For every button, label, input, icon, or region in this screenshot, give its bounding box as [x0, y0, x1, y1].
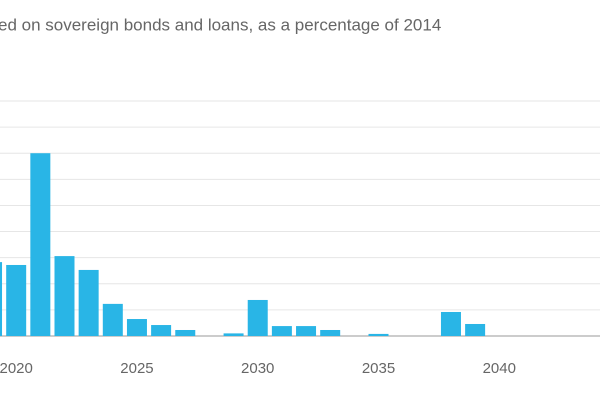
bar	[247, 299, 268, 336]
bar	[0, 262, 3, 336]
bar	[223, 333, 244, 336]
bar	[368, 333, 389, 336]
x-tick-label: 2040	[483, 360, 516, 377]
bar	[102, 303, 123, 336]
chart-title: ed on sovereign bonds and loans, as a pe…	[0, 15, 441, 34]
bar	[78, 269, 99, 336]
bar	[30, 153, 51, 336]
x-tick-label: 2030	[241, 360, 274, 377]
x-tick-label: 2020	[0, 360, 33, 377]
bar	[126, 319, 147, 336]
bar	[440, 311, 461, 336]
bar	[151, 325, 172, 336]
bar	[6, 264, 27, 336]
bar	[320, 329, 341, 336]
x-tick-label: 2025	[120, 360, 153, 377]
x-tick-label: 2035	[362, 360, 395, 377]
bar	[296, 326, 317, 336]
bar	[175, 329, 196, 336]
bar	[271, 326, 292, 336]
bar	[54, 256, 75, 336]
bar	[465, 323, 486, 336]
